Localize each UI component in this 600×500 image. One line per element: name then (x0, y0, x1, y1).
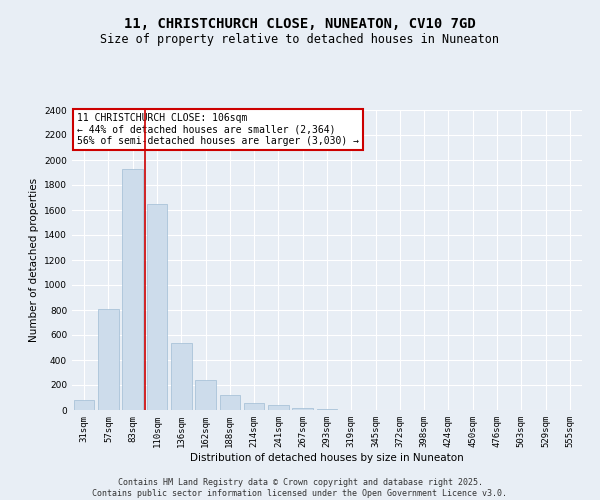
Bar (268, 405, 289, 410)
X-axis label: Distribution of detached houses by size in Nuneaton: Distribution of detached houses by size … (190, 452, 464, 462)
Bar (220, 395, 240, 410)
Bar (171, 342, 191, 410)
Text: Contains HM Land Registry data © Crown copyright and database right 2025.
Contai: Contains HM Land Registry data © Crown c… (92, 478, 508, 498)
Y-axis label: Number of detached properties: Number of detached properties (29, 178, 38, 342)
Bar (146, 204, 167, 410)
Text: Size of property relative to detached houses in Nuneaton: Size of property relative to detached ho… (101, 32, 499, 46)
Bar (292, 408, 313, 410)
Bar (74, 400, 94, 410)
Bar (195, 380, 216, 410)
Text: 11 CHRISTCHURCH CLOSE: 106sqm
← 44% of detached houses are smaller (2,364)
56% o: 11 CHRISTCHURCH CLOSE: 106sqm ← 44% of d… (77, 113, 359, 146)
Bar (122, 169, 143, 410)
Bar (244, 402, 265, 410)
Text: 11, CHRISTCHURCH CLOSE, NUNEATON, CV10 7GD: 11, CHRISTCHURCH CLOSE, NUNEATON, CV10 7… (124, 18, 476, 32)
Bar (98, 308, 119, 410)
